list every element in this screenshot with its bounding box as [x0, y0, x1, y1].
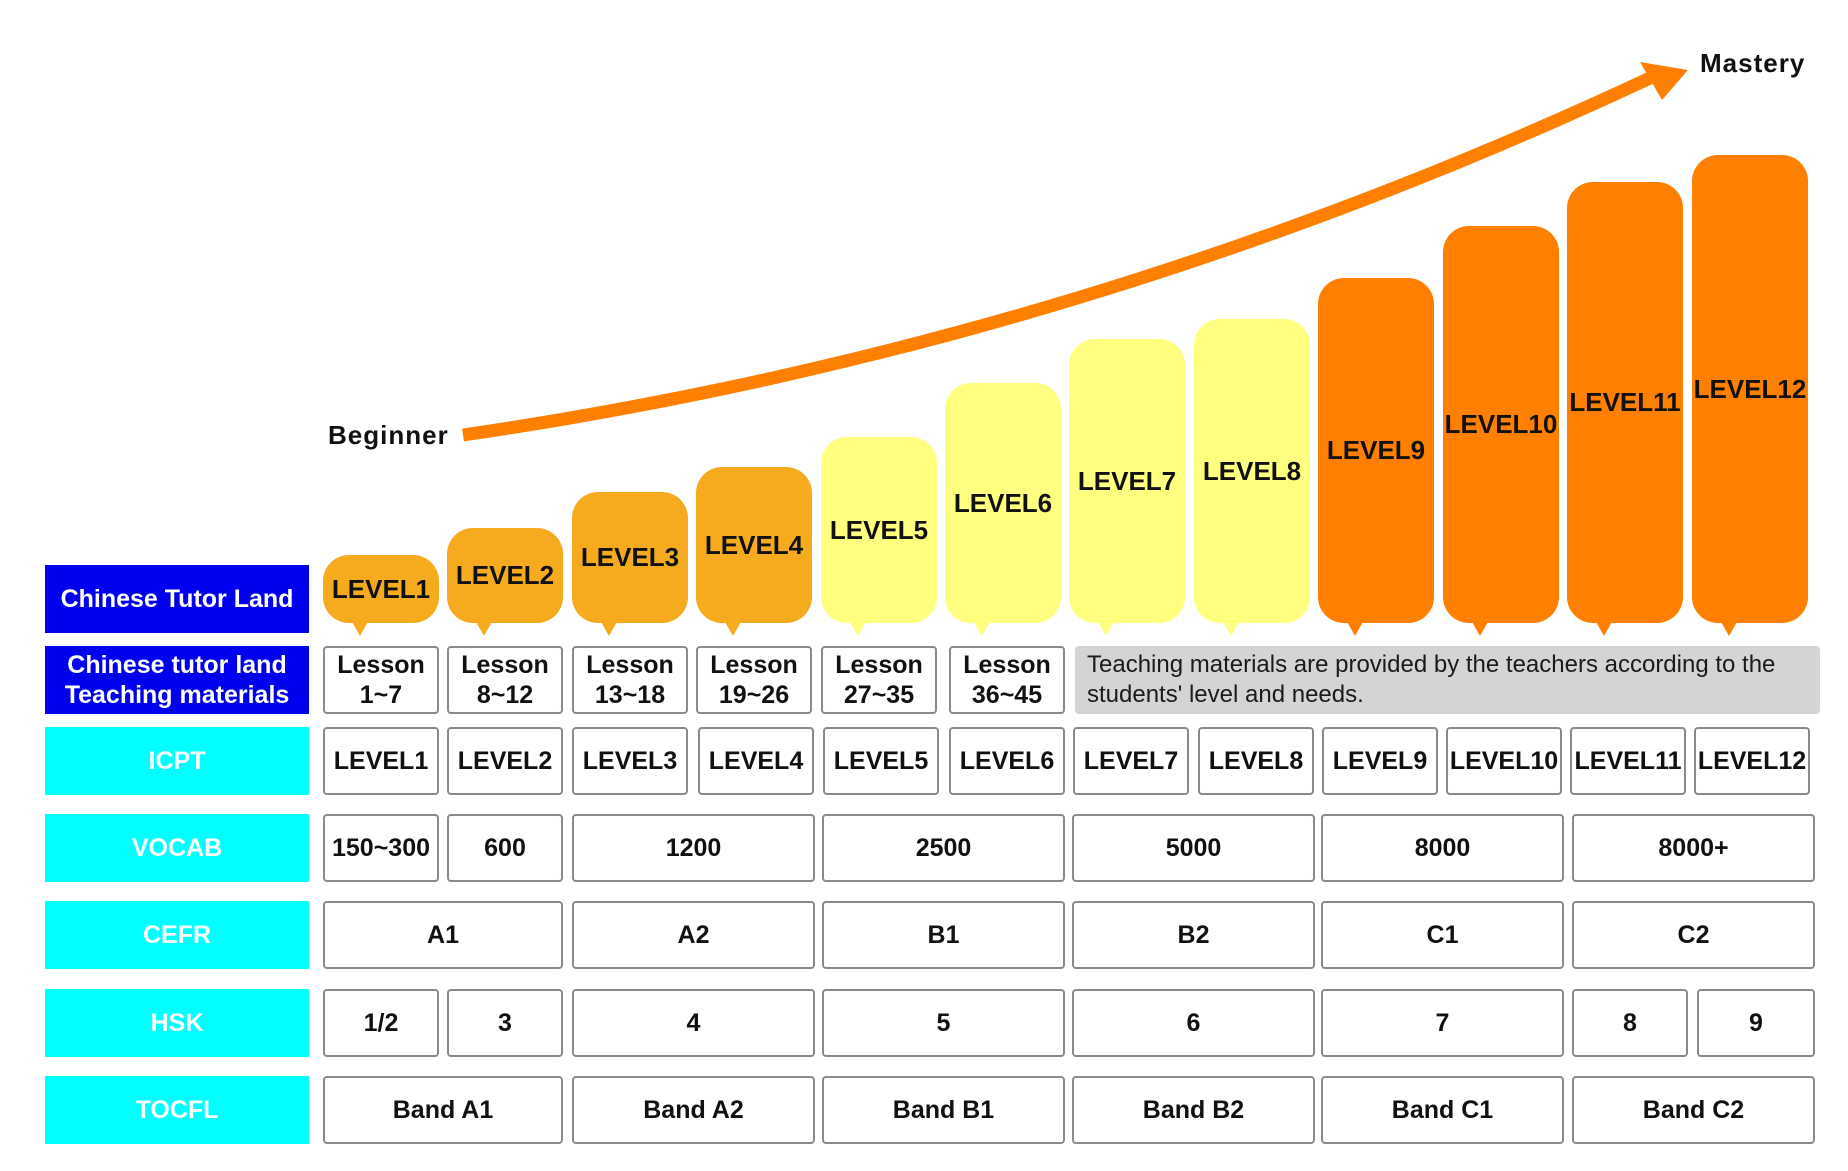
hsk-cell: 8 — [1572, 989, 1688, 1057]
level-bar-8: LEVEL8 — [1194, 319, 1310, 636]
mastery-label: Mastery — [1700, 48, 1806, 78]
vocab-cell: 1200 — [572, 814, 815, 882]
icpt-cell: LEVEL9 — [1322, 727, 1438, 795]
icpt-cell: LEVEL3 — [572, 727, 688, 795]
tocfl-cell: Band C2 — [1572, 1076, 1815, 1144]
lesson-cell: Lesson 36~45 — [949, 646, 1065, 714]
tocfl-cell: Band A1 — [323, 1076, 563, 1144]
hsk-cell: 1/2 — [323, 989, 439, 1057]
level-bar-12: LEVEL12 — [1692, 155, 1808, 636]
icpt-cell: LEVEL6 — [949, 727, 1065, 795]
level-bar-6: LEVEL6 — [945, 383, 1061, 636]
materials-label: Chinese tutor land Teaching materials — [45, 646, 309, 714]
bar-tail — [973, 620, 991, 636]
progression-curve — [462, 72, 1653, 442]
vocab-cell: 150~300 — [323, 814, 439, 882]
level-bar-3: LEVEL3 — [572, 492, 688, 636]
tocfl-cell: Band B2 — [1072, 1076, 1315, 1144]
cefr-label: CEFR — [45, 901, 309, 969]
vocab-cell: 8000 — [1321, 814, 1564, 882]
vocab-label: VOCAB — [45, 814, 309, 882]
bar-tail — [1595, 620, 1613, 636]
lesson-cell: Lesson 27~35 — [821, 646, 937, 714]
cefr-cell: C1 — [1321, 901, 1564, 969]
tocfl-cell: Band B1 — [822, 1076, 1065, 1144]
level-bar-10: LEVEL10 — [1443, 226, 1559, 636]
bar-tail — [849, 620, 867, 636]
vocab-cell: 8000+ — [1572, 814, 1815, 882]
tocfl-cell: Band A2 — [572, 1076, 815, 1144]
level-bar-9: LEVEL9 — [1318, 278, 1434, 636]
vocab-cell: 5000 — [1072, 814, 1315, 882]
hsk-cell: 3 — [447, 989, 563, 1057]
bar-tail — [1097, 620, 1115, 636]
icpt-cell: LEVEL8 — [1198, 727, 1314, 795]
bar-tail — [1720, 620, 1738, 636]
bar-tail — [475, 620, 493, 636]
hsk-cell: 6 — [1072, 989, 1315, 1057]
icpt-cell: LEVEL7 — [1073, 727, 1189, 795]
bar-tail — [1471, 620, 1489, 636]
lesson-cell: Lesson 8~12 — [447, 646, 563, 714]
lesson-cell: Lesson 13~18 — [572, 646, 688, 714]
materials-label-line1: Chinese tutor land — [67, 651, 287, 679]
icpt-cell: LEVEL2 — [447, 727, 563, 795]
vocab-cell: 600 — [447, 814, 563, 882]
level-bar-5: LEVEL5 — [821, 437, 937, 636]
hsk-cell: 7 — [1321, 989, 1564, 1057]
level-bar-11: LEVEL11 — [1567, 182, 1683, 636]
cefr-cell: B1 — [822, 901, 1065, 969]
bar-tail — [1346, 620, 1364, 636]
level-bar-2: LEVEL2 — [447, 528, 563, 636]
bar-tail — [1222, 620, 1240, 636]
cefr-cell: B2 — [1072, 901, 1315, 969]
cefr-cell: C2 — [1572, 901, 1815, 969]
icpt-cell: LEVEL5 — [823, 727, 939, 795]
lesson-cell: Lesson 1~7 — [323, 646, 439, 714]
icpt-cell: LEVEL1 — [323, 727, 439, 795]
bar-tail — [600, 620, 618, 636]
icpt-cell: LEVEL11 — [1570, 727, 1686, 795]
tocfl-label: TOCFL — [45, 1076, 309, 1144]
beginner-label: Beginner — [328, 420, 449, 450]
level-bar-4: LEVEL4 — [696, 467, 812, 636]
hsk-cell: 9 — [1697, 989, 1815, 1057]
vocab-cell: 2500 — [822, 814, 1065, 882]
hsk-label: HSK — [45, 989, 309, 1057]
cefr-cell: A1 — [323, 901, 563, 969]
tocfl-cell: Band C1 — [1321, 1076, 1564, 1144]
cefr-cell: A2 — [572, 901, 815, 969]
hsk-cell: 4 — [572, 989, 815, 1057]
materials-label-line2: Teaching materials — [64, 681, 290, 709]
bar-tail — [724, 620, 742, 636]
lesson-cell: Lesson 19~26 — [696, 646, 812, 714]
brand-label: Chinese Tutor Land — [45, 565, 309, 633]
icpt-cell: LEVEL10 — [1446, 727, 1562, 795]
icpt-cell: LEVEL12 — [1694, 727, 1810, 795]
icpt-cell: LEVEL4 — [698, 727, 814, 795]
level-bar-1: LEVEL1 — [323, 555, 439, 636]
materials-note: Teaching materials are provided by the t… — [1075, 646, 1820, 714]
arrowhead-icon — [1640, 62, 1688, 100]
level-bar-7: LEVEL7 — [1069, 339, 1185, 636]
icpt-label: ICPT — [45, 727, 309, 795]
bar-tail — [351, 620, 369, 636]
hsk-cell: 5 — [822, 989, 1065, 1057]
